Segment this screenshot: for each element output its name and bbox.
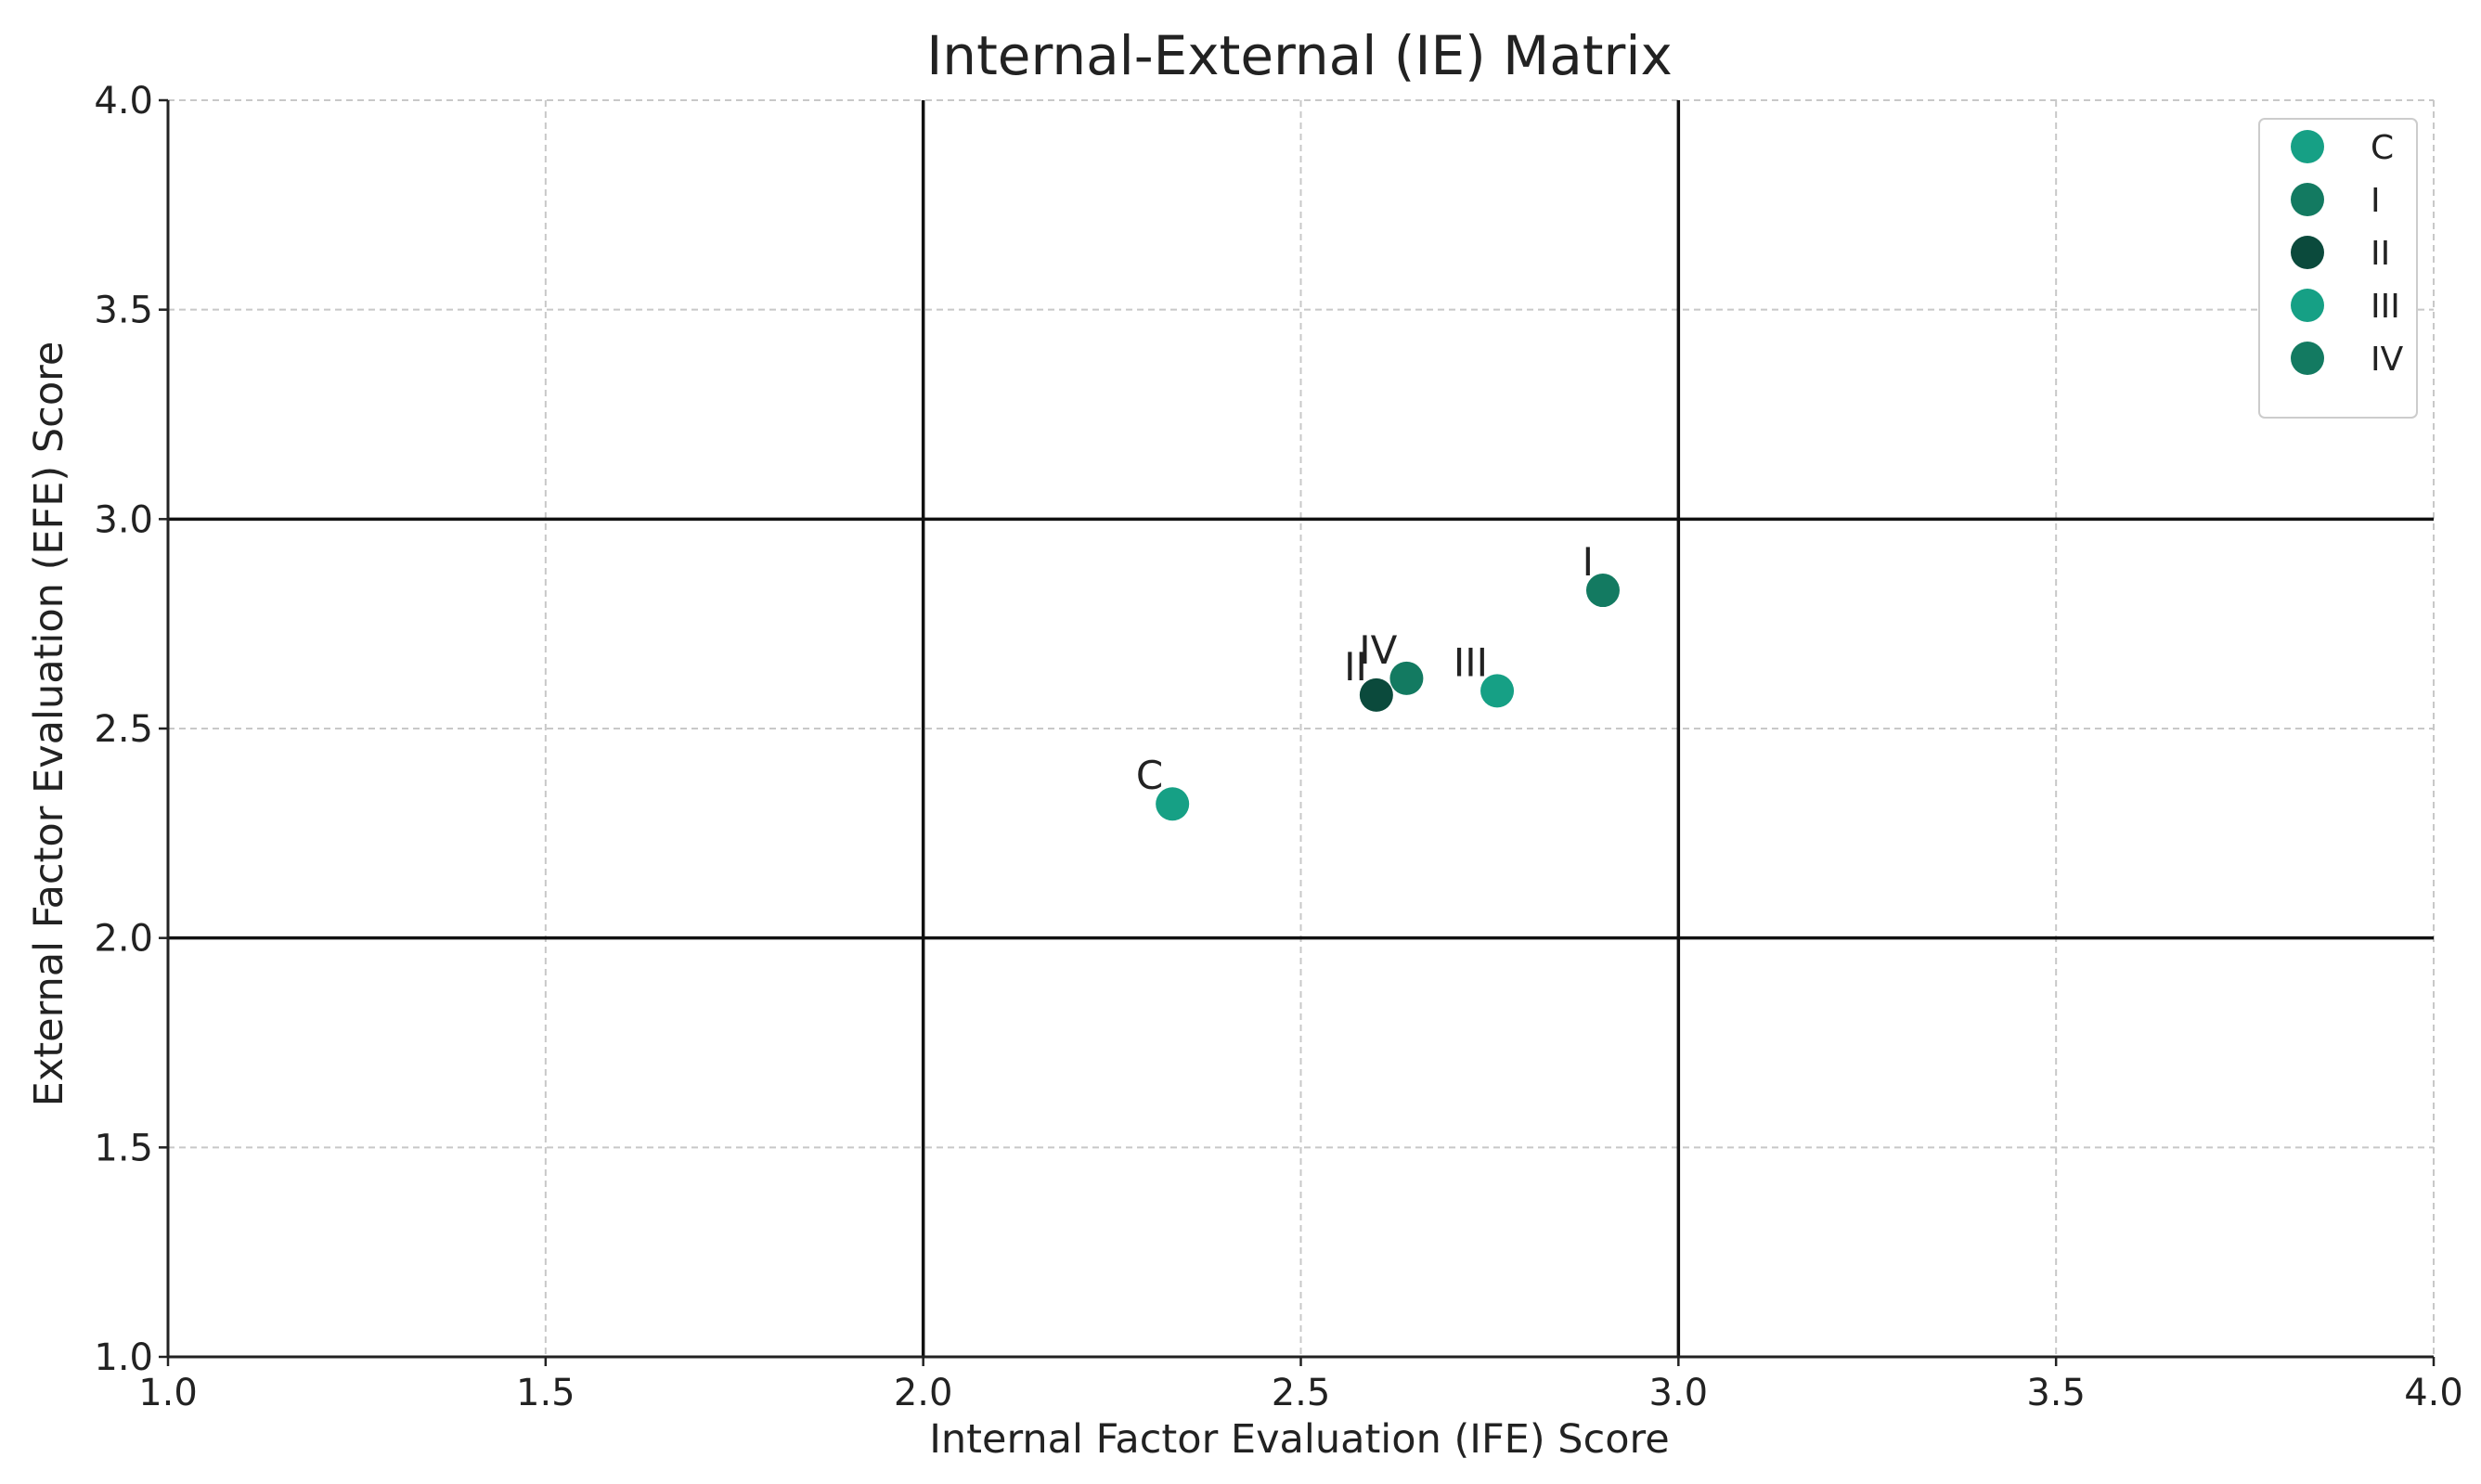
data-point-label: III xyxy=(1454,639,1488,685)
legend-marker xyxy=(2291,289,2324,322)
x-tick-label: 2.5 xyxy=(1272,1372,1331,1414)
legend-marker xyxy=(2291,130,2324,163)
data-point xyxy=(1389,661,1424,695)
data-point-label: II xyxy=(1344,644,1367,690)
y-tick-label: 4.0 xyxy=(94,80,153,123)
y-axis-label: External Factor Evaluation (EFE) Score xyxy=(26,342,72,1107)
data-point xyxy=(1585,574,1620,608)
x-tick-label: 2.0 xyxy=(894,1372,953,1414)
legend-entry-label: II xyxy=(2371,235,2390,273)
legend-marker xyxy=(2291,236,2324,269)
axes-layer: 1.0 1.5 2.0 2.5 3.0 3.5 4.0 1.0 1.5 2.0 2.5 3.0 3.5 4… xyxy=(94,80,2462,1414)
data-point-label: C xyxy=(1136,753,1163,798)
y-tick-label: 3.0 xyxy=(94,498,153,541)
y-tick-label: 1.0 xyxy=(94,1336,153,1379)
data-point xyxy=(1359,677,1393,712)
x-tick-label: 4.0 xyxy=(2404,1372,2463,1414)
x-tick-label: 3.0 xyxy=(1649,1372,1709,1414)
legend-marker xyxy=(2291,183,2324,216)
x-tick-label: 1.5 xyxy=(516,1372,575,1414)
data-point xyxy=(1156,787,1190,821)
divider-layer xyxy=(168,100,2434,1357)
y-tick-label: 2.5 xyxy=(94,708,153,751)
x-tick-label: 1.0 xyxy=(138,1372,198,1414)
data-point xyxy=(1480,674,1515,708)
data-point-label: I xyxy=(1583,539,1594,585)
legend-entry-label: C xyxy=(2371,129,2394,167)
x-axis-label: Internal Factor Evaluation (IFE) Score xyxy=(929,1416,1669,1463)
chart-title: Internal-External (IE) Matrix xyxy=(926,24,1673,87)
legend-marker xyxy=(2291,342,2324,375)
legend-entry-label: III xyxy=(2371,288,2400,326)
data-point-label: IV xyxy=(1359,627,1397,673)
y-tick-label: 2.0 xyxy=(94,918,153,961)
legend-entry-label: IV xyxy=(2371,341,2404,379)
legend-entry-label: I xyxy=(2371,182,2381,220)
y-tick-label: 3.5 xyxy=(94,290,153,332)
y-tick-label: 1.5 xyxy=(94,1127,153,1169)
x-tick-label: 3.5 xyxy=(2026,1372,2086,1414)
